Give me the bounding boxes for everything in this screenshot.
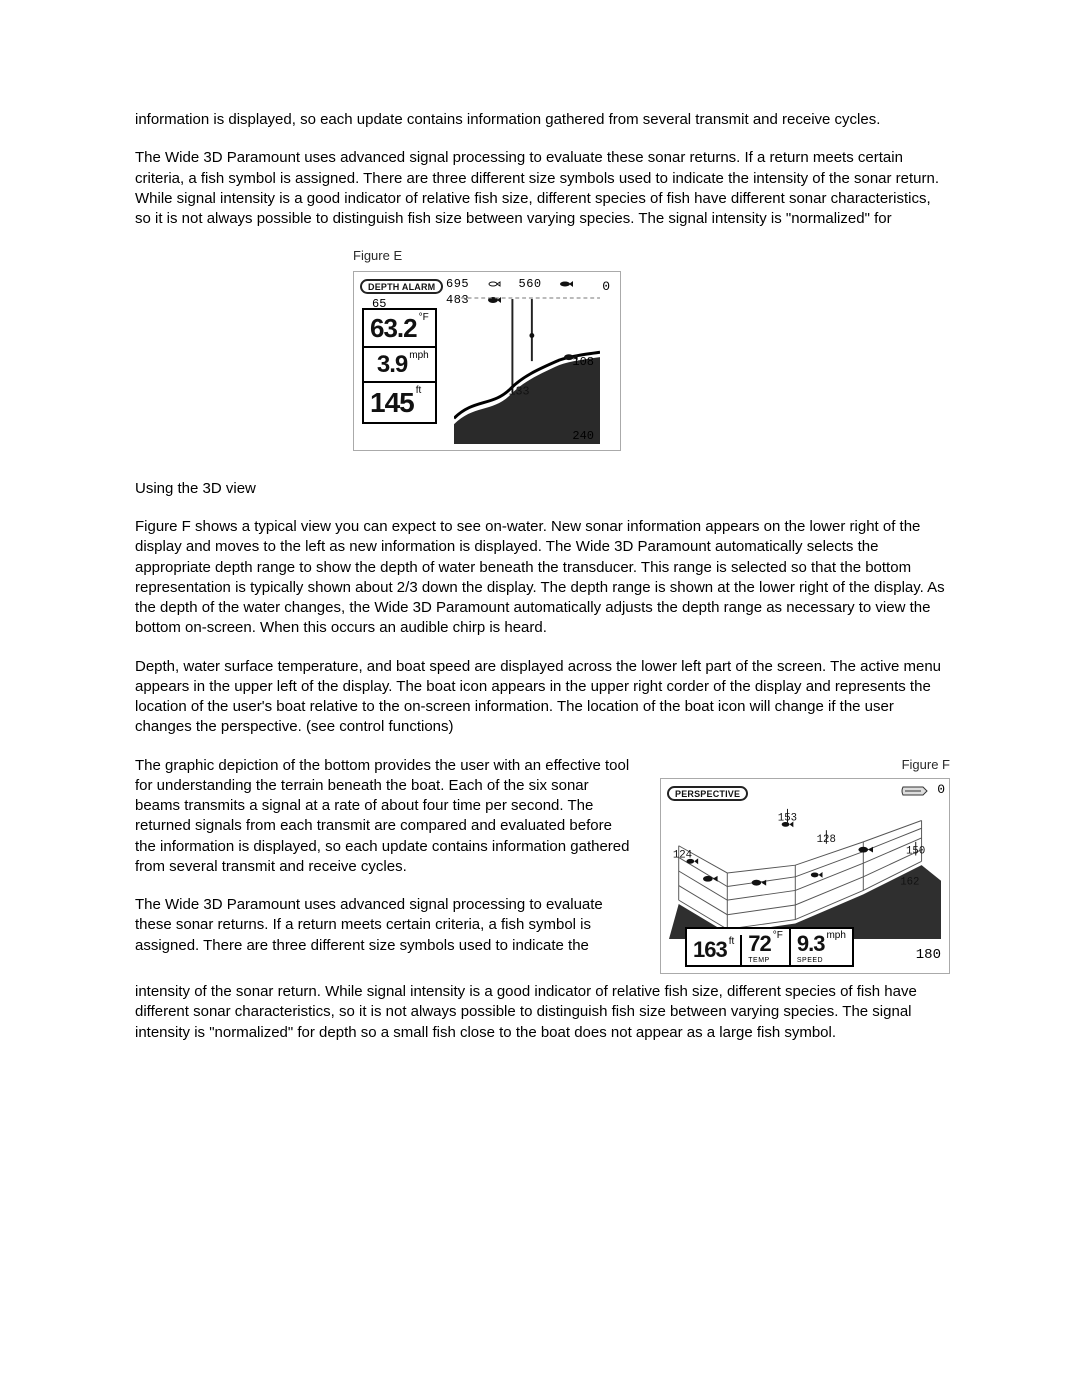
depth-alarm-menu-pill: DEPTH ALARM bbox=[360, 279, 443, 294]
speed-unit-f: mph bbox=[826, 930, 845, 941]
figure-e-topbar: DEPTH ALARM 695 560 483 0 bbox=[360, 276, 614, 294]
top-num-1: 560 bbox=[519, 277, 542, 291]
heading-3d-view: Using the 3D view bbox=[135, 479, 950, 499]
mesh-grid-icon: 153 128 124 150 162 bbox=[669, 803, 941, 939]
figure-f-container: Figure F PERSPECTIVE 0 bbox=[660, 756, 950, 975]
perspective-menu-pill: PERSPECTIVE bbox=[667, 786, 748, 801]
fish-med-icon bbox=[559, 277, 573, 285]
speed-cell: 9.3mph SPEED bbox=[791, 929, 852, 965]
depth-range-180: 180 bbox=[916, 946, 941, 965]
temp-cell: 72°F TEMP bbox=[742, 929, 791, 965]
figure-f-caption: Figure F bbox=[660, 756, 950, 774]
para-3: Figure F shows a typical view you can ex… bbox=[135, 517, 950, 639]
temp-unit-f: °F bbox=[773, 930, 783, 941]
para-2: The Wide 3D Paramount uses advanced sign… bbox=[135, 148, 950, 229]
sonar-3d-mesh: 153 128 124 150 162 bbox=[669, 803, 941, 939]
para-intro: information is displayed, so each update… bbox=[135, 110, 950, 130]
depth-range-240: 240 bbox=[572, 428, 594, 444]
speed-readout-box: 3.9mph bbox=[362, 346, 437, 383]
figure-e-caption: Figure E bbox=[353, 247, 950, 265]
depth-value: 145 bbox=[370, 384, 414, 422]
svg-text:133: 133 bbox=[509, 384, 530, 398]
depth-value-f: 163 bbox=[693, 935, 727, 965]
figure-e-screen: DEPTH ALARM 695 560 483 0 65 63.2°F 3.9m… bbox=[353, 271, 621, 451]
para-4: Depth, water surface temperature, and bo… bbox=[135, 657, 950, 738]
sonar-history-area: 133 108 240 bbox=[454, 296, 600, 444]
speed-value-f: 9.3 bbox=[797, 929, 825, 959]
temp-value: 63.2 bbox=[370, 311, 417, 346]
figure-e-zero: 0 bbox=[602, 278, 610, 296]
top-num-0: 695 bbox=[446, 277, 469, 291]
depth-unit: ft bbox=[416, 385, 422, 396]
figure-f-screen: PERSPECTIVE 0 bbox=[660, 778, 950, 974]
para-7: intensity of the sonar return. While sig… bbox=[135, 982, 950, 1043]
figure-f-readout-bar: 163ft 72°F TEMP 9.3mph SPEED bbox=[685, 927, 854, 967]
svg-text:162: 162 bbox=[900, 877, 919, 889]
depth-unit-f: ft bbox=[729, 936, 735, 947]
boat-icon bbox=[901, 783, 929, 803]
depth-readout-box: 145ft bbox=[362, 381, 437, 424]
figure-e-readout-stack: 63.2°F 3.9mph 145ft bbox=[362, 310, 437, 424]
temp-value-f: 72 bbox=[748, 929, 770, 959]
figure-f-zero: 0 bbox=[937, 781, 945, 799]
fish-small-icon bbox=[487, 277, 501, 285]
temp-unit: °F bbox=[419, 312, 429, 323]
depth-cell: 163ft bbox=[687, 935, 742, 965]
depth-label-108: 108 bbox=[572, 354, 594, 370]
speed-unit: mph bbox=[409, 350, 428, 361]
speed-value: 3.9 bbox=[377, 349, 407, 381]
speed-label: SPEED bbox=[797, 957, 846, 965]
temp-readout-box: 63.2°F bbox=[362, 308, 437, 348]
figure-e-container: Figure E DEPTH ALARM 695 560 483 0 65 63… bbox=[353, 247, 950, 451]
temp-label: TEMP bbox=[748, 957, 783, 965]
svg-text:124: 124 bbox=[673, 849, 692, 861]
